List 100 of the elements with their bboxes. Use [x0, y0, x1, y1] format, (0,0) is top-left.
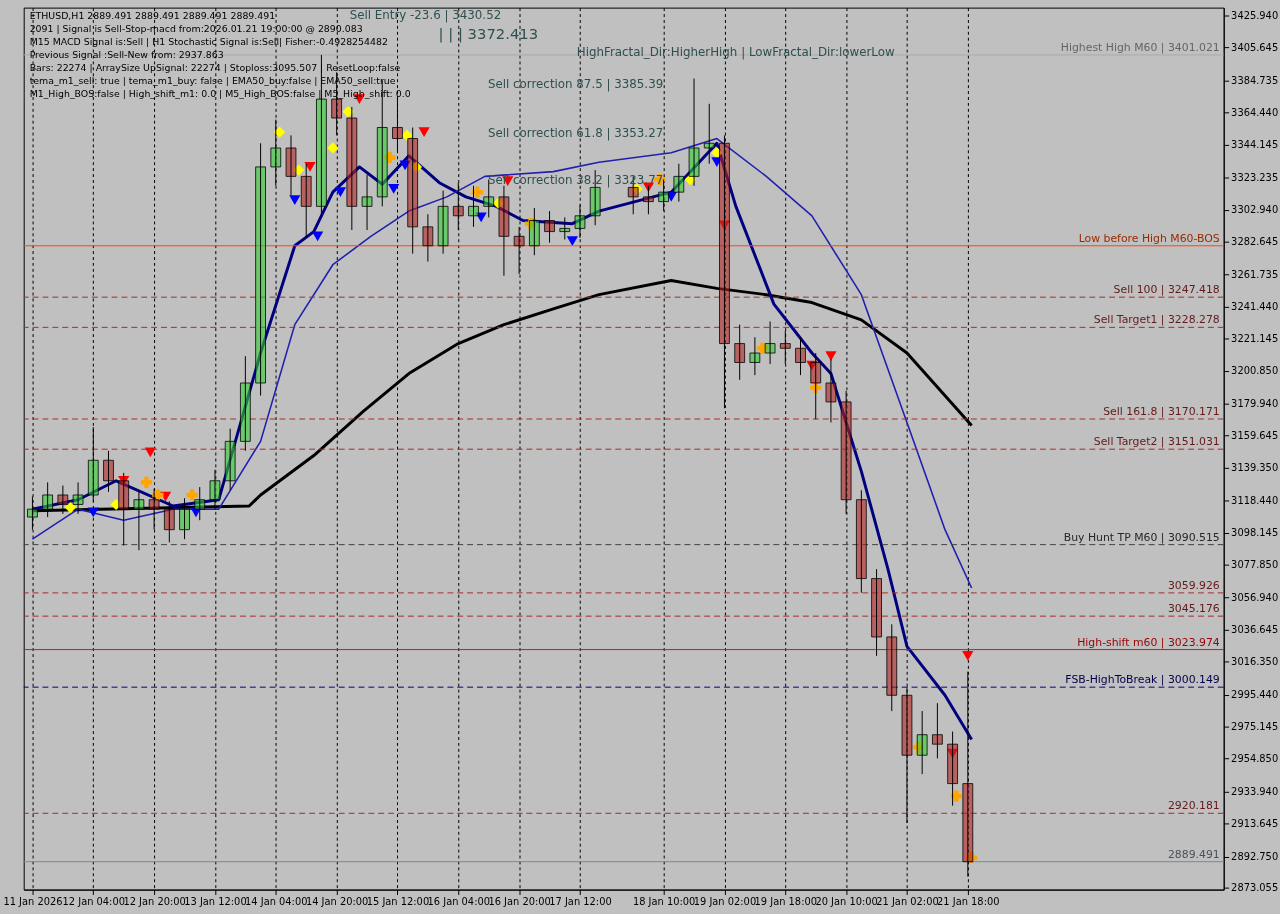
annotation: HighFractal_Dir:HigherHigh | LowFractal_Dir:lowerLow — [576, 45, 895, 61]
annotation: Sell correction 87.5 | 3385.39 — [487, 76, 664, 92]
point — [471, 186, 483, 198]
point — [64, 501, 77, 514]
x-tick-label: 19 Jan 18:00 — [754, 895, 818, 907]
point — [524, 218, 537, 230]
y-tick-label: 3323.235 — [1231, 172, 1279, 184]
point — [140, 476, 153, 488]
y-tick-label: 3016.350 — [1231, 656, 1279, 668]
point — [292, 164, 305, 176]
ref-line-label: Sell Target2 | 3151.031 — [1093, 435, 1220, 449]
point — [912, 741, 925, 753]
y-tick-label: 3200.850 — [1231, 365, 1279, 377]
point — [711, 157, 723, 168]
y-tick-label: 3241.440 — [1231, 301, 1279, 313]
point — [492, 197, 504, 209]
y-tick-label: 3302.940 — [1231, 204, 1279, 216]
line-series — [31, 137, 973, 589]
point — [711, 147, 723, 159]
candlestick — [498, 185, 510, 277]
point — [950, 790, 963, 802]
ref-line-label: Highest High M60 | 3401.021 — [1060, 40, 1220, 54]
candlestick — [810, 352, 822, 420]
y-tick-label: 3139.350 — [1231, 462, 1279, 474]
y-tick-label: 3282.645 — [1231, 236, 1279, 248]
y-tick-label: 2873.055 — [1231, 882, 1279, 894]
candlestick — [932, 702, 943, 759]
y-tick-label: 3179.940 — [1231, 398, 1279, 410]
point — [418, 127, 430, 138]
candlestick — [559, 216, 571, 240]
ref-line-label: 3045.176 — [1167, 602, 1220, 616]
point — [756, 342, 769, 354]
point — [334, 187, 347, 198]
x-tick-label: 13 Jan 12:00 — [184, 895, 247, 907]
candlestick — [529, 207, 540, 256]
candlestick — [749, 336, 761, 376]
point — [87, 507, 99, 518]
y-tick-label: 3384.735 — [1231, 75, 1279, 87]
point — [566, 236, 578, 246]
y-tick-label: 2954.850 — [1231, 753, 1279, 765]
point — [388, 184, 400, 194]
candlestick — [285, 134, 297, 196]
candlestick — [795, 336, 806, 376]
x-tick-label: 21 Jan 02:00 — [876, 895, 939, 907]
ref-line-label: Sell 100 | 3247.418 — [1113, 283, 1220, 297]
candlestick — [240, 355, 251, 452]
annotation: Sell Entry -23.6 | 3430.52 — [349, 8, 502, 24]
candlestick — [224, 428, 236, 491]
ref-line-label: Low before High M60-BOS — [1078, 231, 1220, 245]
ref-line-label: 3059.926 — [1167, 578, 1220, 592]
point — [273, 126, 286, 138]
annotation: ETHUSD,H1 2889.491 2889.491 2889.491 2889.491 — [29, 10, 276, 22]
candlestick — [734, 324, 746, 381]
candlestick — [856, 489, 867, 594]
ref-line-label: FSB-HighToBreak | 3000.149 — [1065, 673, 1220, 687]
candlestick — [703, 103, 715, 165]
x-tick-label: 12 Jan 04:00 — [62, 895, 125, 907]
point — [399, 160, 411, 171]
point — [327, 142, 339, 154]
point — [190, 507, 202, 518]
point — [289, 195, 301, 205]
y-tick-label: 3405.645 — [1231, 42, 1279, 54]
y-tick-label: 2933.940 — [1231, 786, 1279, 798]
candlestick — [255, 142, 266, 397]
x-tick-label: 12 Jan 20:00 — [123, 895, 186, 907]
annotation: M15 MACD Signal is:Sell | H1 Stochastic Signal is:Sell| Fisher:-0.4928254482 — [29, 36, 388, 48]
candlestick — [688, 78, 700, 187]
ref-line-label: 2920.181 — [1167, 799, 1220, 813]
candlestick — [407, 126, 419, 255]
candlestick — [209, 469, 221, 510]
candlestick — [103, 450, 114, 493]
y-tick-label: 3364.440 — [1231, 107, 1279, 119]
point — [384, 151, 396, 164]
annotation: 2091 | Signal is Sell-Stop-macd from:2026.01.21 19:00:00 @ 2890.083 — [29, 23, 363, 35]
x-tick-label: 16 Jan 20:00 — [488, 895, 551, 907]
point — [962, 650, 974, 661]
point — [401, 129, 413, 141]
candlestick — [764, 320, 776, 365]
y-tick-label: 3077.850 — [1231, 559, 1279, 571]
y-tick-label: 3118.440 — [1231, 495, 1279, 507]
point — [410, 161, 423, 173]
candlestick — [544, 210, 555, 244]
x-tick-label: 11 Jan 2026 — [3, 895, 63, 907]
y-tick-label: 3036.645 — [1231, 624, 1279, 636]
point — [304, 162, 316, 172]
candlestick — [886, 623, 898, 712]
y-tick-label: 2913.645 — [1231, 818, 1279, 830]
annotation: | | | 3372.413 — [438, 25, 539, 44]
point — [110, 498, 122, 511]
ref-line-label: Sell Target1 | 3228.278 — [1093, 313, 1220, 327]
y-tick-label: 3056.940 — [1231, 592, 1279, 604]
y-tick-label: 2975.145 — [1231, 721, 1279, 733]
y-tick-label: 3221.145 — [1231, 333, 1279, 345]
annotation: Sell correction 61.8 | 3353.27 — [487, 126, 664, 141]
point — [186, 489, 198, 501]
candlestick — [346, 106, 358, 231]
y-tick-label: 3159.645 — [1231, 430, 1279, 442]
ref-line-label: Buy Hunt TP M60 | 3090.515 — [1063, 530, 1220, 544]
y-tick-label: 3425.940 — [1231, 10, 1279, 22]
y-tick-label: 2995.440 — [1231, 689, 1279, 701]
